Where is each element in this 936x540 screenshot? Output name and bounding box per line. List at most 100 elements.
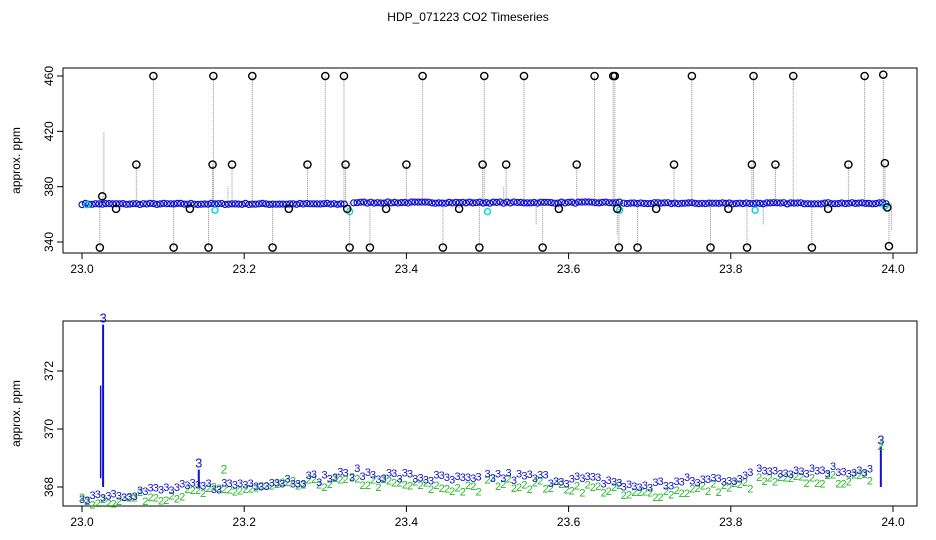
data-point [136, 200, 144, 209]
data-point: 3 [500, 473, 506, 485]
data-point: 2 [454, 483, 460, 495]
data-point: 3 [391, 468, 397, 480]
data-point [533, 199, 542, 207]
data-point: 3 [316, 477, 322, 489]
data-point: 2 [428, 484, 434, 496]
data-point [129, 200, 137, 208]
data-point [350, 199, 358, 207]
data-point: 3 [402, 468, 408, 480]
data-point: 2 [626, 489, 632, 501]
data-point [293, 200, 301, 208]
data-point: 2 [263, 481, 269, 493]
data-point [218, 199, 226, 208]
data-point [823, 204, 833, 214]
data-point [643, 200, 652, 208]
data-point [149, 71, 158, 81]
data-point [747, 160, 757, 169]
data-point [500, 199, 508, 207]
data-point [428, 199, 436, 207]
data-point [881, 202, 889, 210]
data-point: 3 [343, 467, 349, 479]
data-point: 2 [349, 472, 355, 484]
data-point: 3 [396, 473, 402, 485]
data-point [647, 199, 655, 208]
data-point: 3 [381, 473, 387, 485]
x-tick-label: 23.0 [70, 262, 94, 276]
data-point: 2 [89, 500, 95, 512]
data-point: 2 [647, 487, 653, 499]
data-point [614, 243, 624, 252]
data-point [605, 199, 613, 207]
data-point [489, 198, 497, 206]
data-point [306, 200, 314, 208]
data-point: 3 [621, 482, 627, 494]
data-point [435, 199, 443, 207]
data-point: 2 [835, 479, 841, 491]
data-point [817, 200, 825, 208]
data-point: 3 [788, 469, 794, 481]
data-point: 3 [689, 475, 695, 487]
data-point: 3 [793, 465, 799, 477]
data-point [214, 200, 222, 208]
data-point [838, 199, 846, 207]
data-point: 2 [132, 493, 138, 505]
data-point: 2 [190, 485, 196, 497]
data-point [95, 243, 105, 252]
data-point: 2 [439, 483, 445, 495]
data-point [537, 198, 545, 206]
data-point [773, 199, 781, 207]
data-point: 3 [742, 470, 748, 482]
data-point: 2 [184, 484, 190, 496]
data-point: 2 [195, 485, 201, 497]
data-point: 3 [147, 482, 153, 494]
data-point: 3 [279, 478, 285, 490]
data-point: 2 [511, 483, 517, 495]
data-point [356, 198, 365, 206]
data-point [506, 199, 514, 207]
data-point [708, 199, 716, 207]
data-point: 3 [285, 473, 291, 485]
data-point: 2 [506, 473, 512, 485]
data-point [367, 198, 375, 206]
data-point [810, 200, 819, 208]
data-point: 2 [798, 472, 804, 484]
data-point [303, 160, 312, 169]
data-point [651, 204, 661, 214]
data-point: 3 [327, 474, 333, 486]
data-point: 2 [846, 476, 852, 488]
data-point: 2 [532, 477, 538, 489]
data-point: 3 [111, 489, 117, 501]
data-point: 3 [694, 477, 700, 489]
data-point: 3 [647, 482, 653, 494]
data-point: 3 [851, 468, 857, 480]
data-point [476, 198, 484, 206]
data-point [865, 199, 873, 207]
data-point [602, 198, 610, 206]
data-point: 3 [454, 471, 460, 483]
data-point: 3 [532, 473, 538, 485]
data-point: 3 [679, 476, 685, 488]
data-point [788, 71, 798, 81]
data-point [660, 199, 669, 207]
data-point: 3 [221, 477, 227, 489]
data-point [448, 199, 457, 207]
data-point [749, 200, 757, 208]
data-point [454, 204, 464, 214]
data-point [572, 160, 582, 169]
data-point [363, 199, 371, 207]
data-point: 3 [444, 472, 450, 484]
data-point: 3 [579, 473, 585, 485]
data-point [860, 71, 869, 81]
data-point: 2 [470, 481, 476, 493]
data-point [519, 71, 529, 81]
data-point [475, 243, 484, 252]
data-point: 3 [360, 471, 366, 483]
data-point: 2 [169, 491, 175, 503]
data-point [776, 199, 785, 207]
y-tick-label: 340 [42, 232, 56, 252]
data-point [209, 71, 218, 81]
data-point: 2 [179, 492, 185, 504]
data-point [496, 198, 504, 206]
data-point: 2 [642, 487, 648, 499]
data-point: 2 [814, 478, 820, 490]
